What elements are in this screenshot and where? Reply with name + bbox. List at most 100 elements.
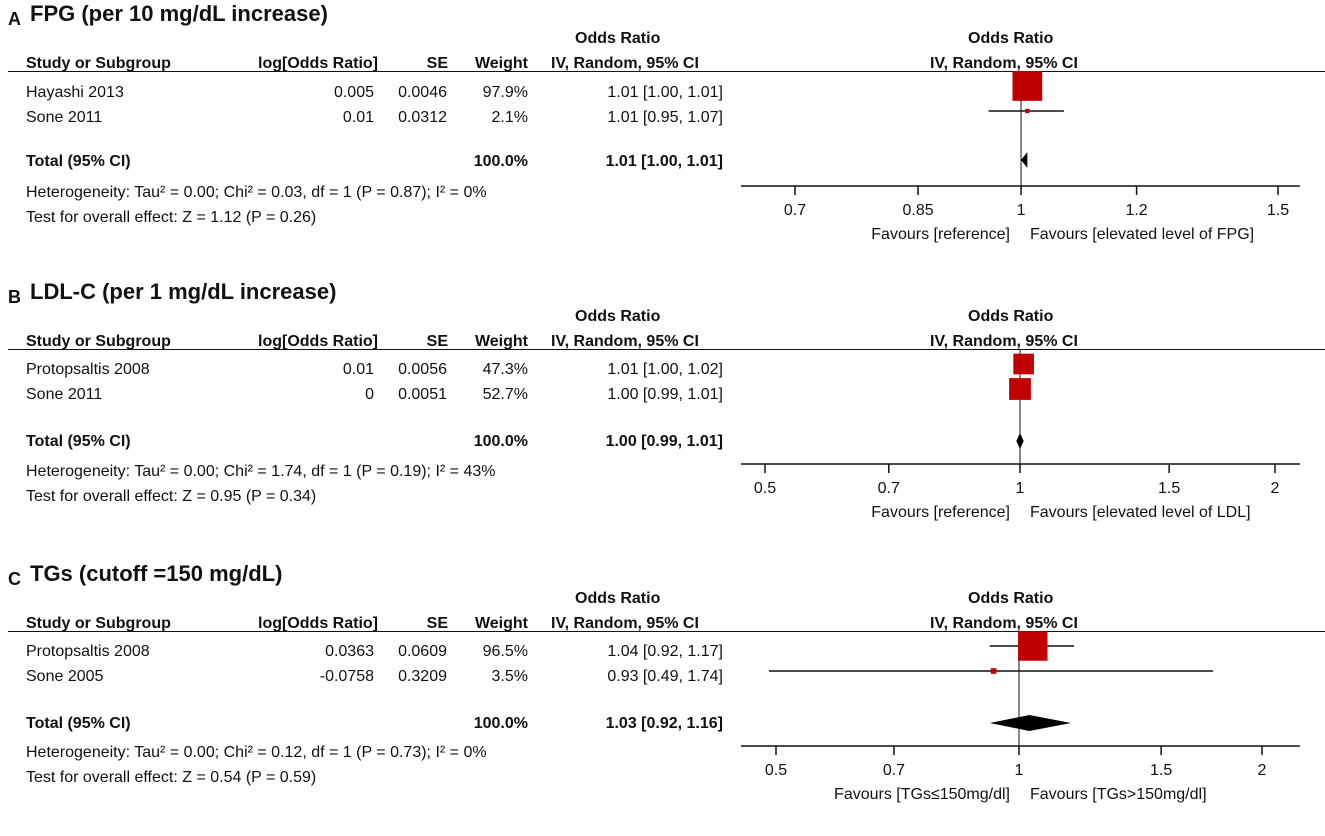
x-tick-label: 0.7	[878, 480, 900, 497]
plot-header-top: Odds Ratio	[968, 30, 1054, 47]
se-column-header: SE	[426, 333, 448, 350]
ci-method-header: IV, Random, 95% CI	[551, 55, 699, 72]
study-column-header: Study or Subgroup	[26, 615, 171, 632]
overall-effect-text: Test for overall effect: Z = 0.95 (P = 0…	[26, 488, 317, 505]
study-box	[1009, 378, 1031, 400]
logor-column-header: log[Odds Ratio]	[258, 55, 378, 72]
study-se: 0.0312	[398, 109, 447, 126]
header-rule	[8, 631, 1325, 632]
x-tick-label: 0.5	[765, 762, 787, 779]
header-rule	[8, 349, 1325, 350]
weight-column-header: Weight	[474, 615, 528, 632]
heterogeneity-text: Heterogeneity: Tau² = 0.00; Chi² = 0.03,…	[26, 184, 487, 201]
se-column-header: SE	[426, 55, 448, 72]
study-name: Protopsaltis 2008	[26, 361, 150, 378]
panel-title: FPG (per 10 mg/dL increase)	[30, 1, 328, 26]
plot-header-bottom: IV, Random, 95% CI	[930, 55, 1078, 72]
total-ci: 1.00 [0.99, 1.01]	[605, 433, 723, 450]
panel-tgs: C TGs (cutoff =150 mg/dL) Odds Ratio Odd…	[0, 561, 1325, 836]
x-tick-label: 1.2	[1125, 202, 1147, 219]
ci-method-header: IV, Random, 95% CI	[551, 615, 699, 632]
x-tick-label: 1	[1016, 480, 1025, 497]
study-box	[1025, 108, 1030, 114]
study-box	[1013, 353, 1034, 375]
panel-letter: B	[8, 287, 21, 307]
x-tick-label: 0.5	[754, 480, 776, 497]
se-column-header: SE	[426, 615, 448, 632]
total-weight: 100.0%	[473, 715, 528, 732]
study-se: 0.3209	[398, 668, 447, 685]
study-se: 0.0609	[398, 643, 447, 660]
ci-method-header: IV, Random, 95% CI	[551, 333, 699, 350]
weight-column-header: Weight	[474, 55, 528, 72]
pooled-diamond	[1021, 152, 1028, 168]
x-tick-label: 1.5	[1158, 480, 1180, 497]
study-logor: 0.0363	[325, 643, 374, 660]
study-ci: 1.01 [1.00, 1.01]	[607, 84, 723, 101]
x-tick-label: 2	[1258, 762, 1267, 779]
weight-column-header: Weight	[474, 333, 528, 350]
pooled-diamond	[1016, 433, 1024, 449]
odds-ratio-column-header: Odds Ratio	[575, 30, 661, 47]
study-logor: 0.01	[342, 109, 374, 126]
total-ci: 1.03 [0.92, 1.16]	[605, 715, 723, 732]
total-weight: 100.0%	[473, 433, 528, 450]
x-tick-label: 0.7	[784, 202, 806, 219]
overall-effect-text: Test for overall effect: Z = 0.54 (P = 0…	[26, 769, 317, 786]
overall-effect-text: Test for overall effect: Z = 1.12 (P = 0…	[26, 209, 317, 226]
plot-header-bottom: IV, Random, 95% CI	[930, 333, 1078, 350]
study-box	[1018, 631, 1048, 661]
odds-ratio-column-header: Odds Ratio	[575, 308, 661, 325]
x-tick-label: 1.5	[1150, 762, 1172, 779]
x-tick-label: 0.7	[883, 762, 905, 779]
study-name: Sone 2011	[26, 109, 103, 126]
study-weight: 96.5%	[482, 643, 528, 660]
x-tick-label: 1	[1017, 202, 1026, 219]
study-weight: 47.3%	[482, 361, 528, 378]
study-box	[990, 668, 997, 674]
study-logor: 0	[365, 386, 374, 403]
favours-left-label: Favours [reference]	[871, 504, 1010, 521]
x-tick-label: 1.5	[1267, 202, 1289, 219]
panel-letter: A	[8, 9, 21, 29]
study-ci: 1.01 [1.00, 1.02]	[607, 361, 723, 378]
study-se: 0.0056	[398, 361, 447, 378]
study-column-header: Study or Subgroup	[26, 333, 171, 350]
study-ci: 1.04 [0.92, 1.17]	[607, 643, 723, 660]
study-weight: 52.7%	[482, 386, 528, 403]
panel-title: TGs (cutoff =150 mg/dL)	[30, 561, 283, 586]
forest-plot-area: 0.5 0.7 1 1.5 2 Favours [reference] Favours [e…	[741, 350, 1300, 521]
favours-left-label: Favours [reference]	[871, 226, 1010, 243]
favours-right-label: Favours [elevated level of LDL]	[1030, 504, 1251, 521]
heterogeneity-text: Heterogeneity: Tau² = 0.00; Chi² = 1.74,…	[26, 463, 496, 480]
study-name: Protopsaltis 2008	[26, 643, 150, 660]
study-se: 0.0046	[398, 84, 447, 101]
pooled-diamond	[989, 715, 1072, 731]
x-tick-label: 1	[1015, 762, 1024, 779]
odds-ratio-column-header: Odds Ratio	[575, 590, 661, 607]
total-weight: 100.0%	[473, 153, 528, 170]
study-se: 0.0051	[398, 386, 447, 403]
favours-right-label: Favours [elevated level of FPG]	[1030, 226, 1254, 243]
x-tick-label: 2	[1271, 480, 1280, 497]
logor-column-header: log[Odds Ratio]	[258, 333, 378, 350]
study-box	[1012, 71, 1043, 101]
forest-plot-area: 0.5 0.7 1 1.5 2 Favours [TGs≤150mg/dl] Favours…	[741, 631, 1300, 803]
study-column-header: Study or Subgroup	[26, 55, 171, 72]
study-logor: -0.0758	[319, 668, 374, 685]
header-rule	[8, 71, 1325, 72]
forest-plot-area: 0.7 0.85 1 1.2 1.5 Favours [reference] Favours…	[741, 71, 1300, 243]
study-name: Sone 2011	[26, 386, 103, 403]
study-weight: 2.1%	[491, 109, 528, 126]
plot-header-bottom: IV, Random, 95% CI	[930, 615, 1078, 632]
forest-plot-figure: A FPG (per 10 mg/dL increase) Odds Ratio…	[8, 1, 1325, 803]
favours-right-label: Favours [TGs>150mg/dl]	[1030, 786, 1207, 803]
study-ci: 0.93 [0.49, 1.74]	[607, 668, 723, 685]
study-weight: 97.9%	[482, 84, 528, 101]
total-label: Total (95% CI)	[26, 433, 131, 450]
study-logor: 0.005	[333, 84, 374, 101]
heterogeneity-text: Heterogeneity: Tau² = 0.00; Chi² = 0.12,…	[26, 744, 487, 761]
total-label: Total (95% CI)	[26, 715, 131, 732]
favours-left-label: Favours [TGs≤150mg/dl]	[834, 786, 1010, 803]
total-label: Total (95% CI)	[26, 153, 131, 170]
